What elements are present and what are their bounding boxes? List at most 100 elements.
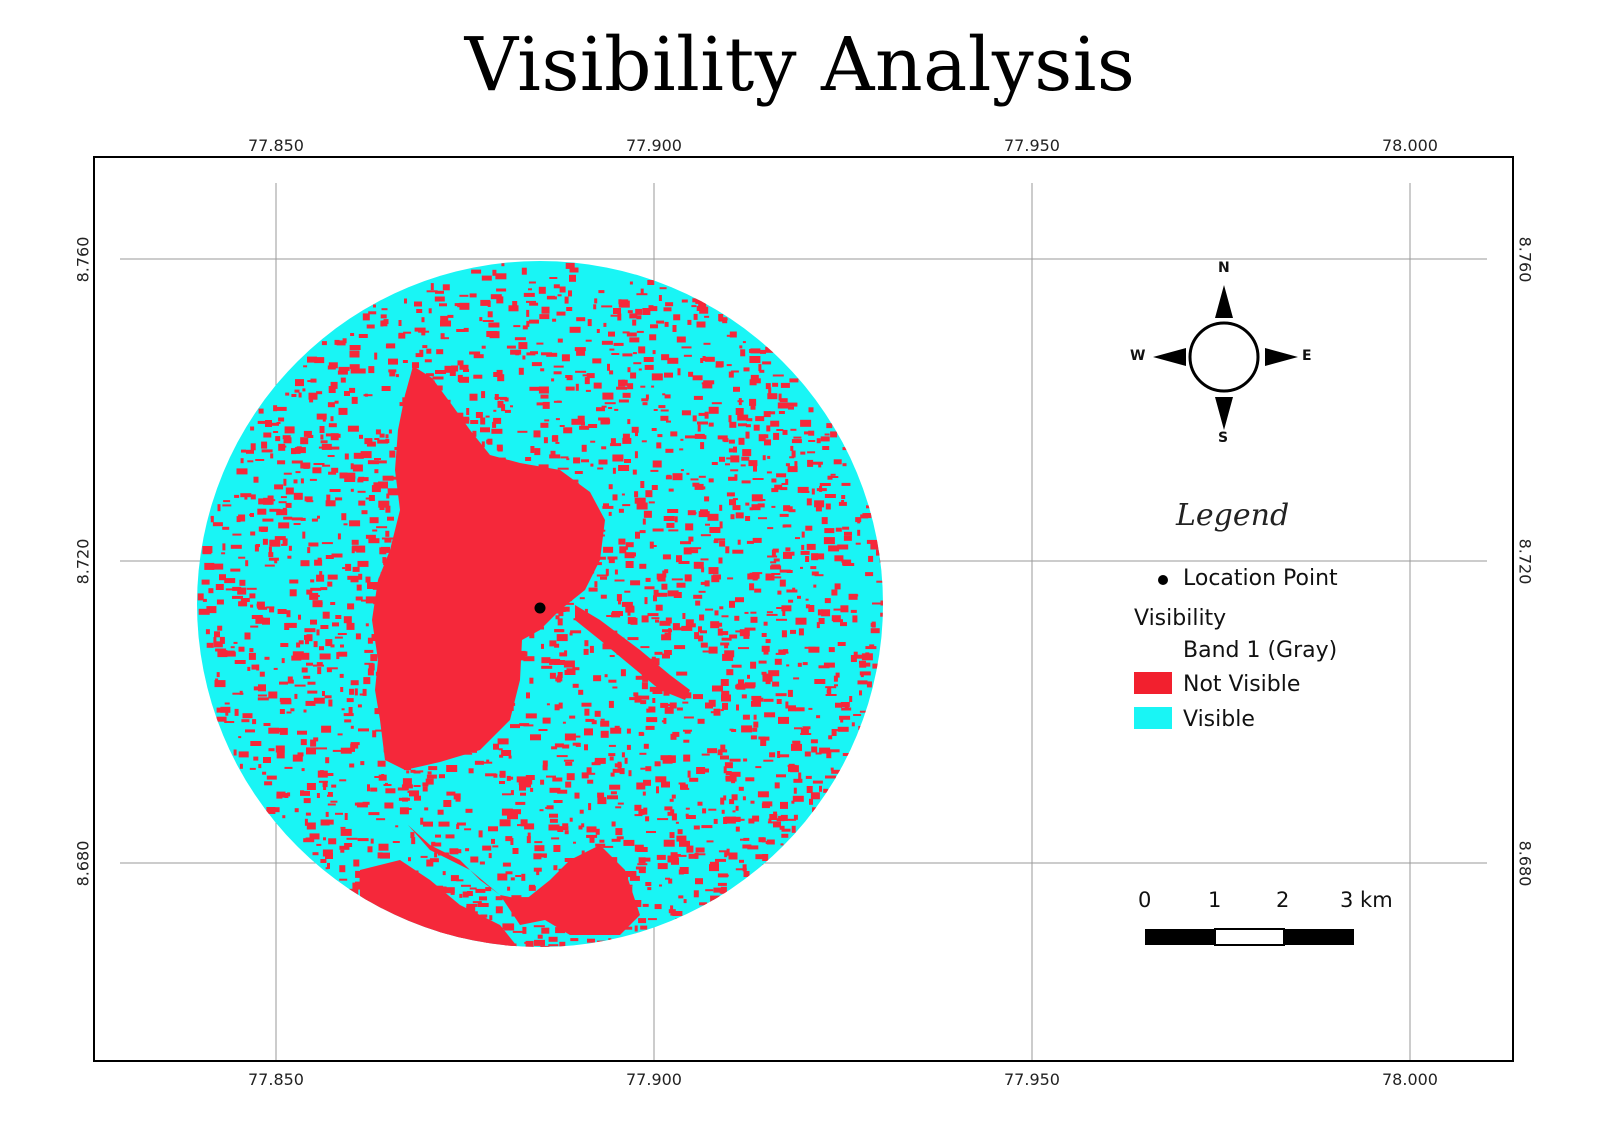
- not-visible-speckle: [778, 716, 789, 724]
- not-visible-speckle: [776, 699, 782, 704]
- not-visible-speckle: [581, 850, 585, 855]
- not-visible-speckle: [346, 619, 350, 626]
- not-visible-speckle: [697, 718, 705, 724]
- not-visible-speckle: [767, 527, 774, 530]
- not-visible-speckle: [600, 576, 607, 580]
- not-visible-speckle: [817, 609, 823, 616]
- not-visible-speckle: [564, 830, 569, 835]
- not-visible-speckle: [325, 555, 334, 559]
- not-visible-speckle: [612, 768, 624, 773]
- not-visible-speckle: [811, 746, 818, 753]
- not-visible-speckle: [597, 792, 605, 798]
- not-visible-speckle: [659, 884, 662, 887]
- not-visible-speckle: [797, 595, 801, 599]
- not-visible-speckle: [735, 868, 747, 871]
- not-visible-speckle: [840, 702, 850, 707]
- not-visible-speckle: [708, 567, 719, 575]
- not-visible-speckle: [681, 410, 691, 416]
- not-visible-speckle: [342, 567, 346, 570]
- not-visible-speckle: [534, 841, 543, 844]
- not-visible-speckle: [238, 556, 246, 559]
- not-visible-speckle: [586, 835, 593, 838]
- not-visible-speckle: [614, 725, 620, 729]
- not-visible-speckle: [559, 286, 566, 293]
- not-visible-speckle: [587, 938, 595, 943]
- tick-top-x2: 77.950: [1004, 136, 1060, 155]
- not-visible-speckle: [741, 725, 753, 733]
- not-visible-speckle: [568, 290, 572, 297]
- not-visible-speckle: [668, 488, 674, 492]
- not-visible-speckle: [724, 644, 729, 649]
- not-visible-speckle: [556, 755, 568, 758]
- not-visible-speckle: [340, 828, 352, 836]
- not-visible-speckle: [344, 476, 356, 482]
- not-visible-speckle: [738, 647, 749, 650]
- not-visible-speckle: [712, 685, 723, 692]
- not-visible-speckle: [293, 492, 303, 500]
- not-visible-speckle: [232, 533, 242, 536]
- not-visible-speckle: [472, 901, 482, 904]
- not-visible-speckle: [307, 681, 316, 685]
- not-visible-speckle: [811, 571, 819, 576]
- not-visible-speckle: [769, 411, 776, 415]
- not-visible-speckle: [618, 538, 626, 545]
- not-visible-speckle: [297, 730, 307, 735]
- not-visible-speckle: [669, 702, 677, 709]
- not-visible-speckle: [475, 412, 483, 418]
- not-visible-speckle: [793, 778, 803, 783]
- not-visible-speckle: [841, 707, 852, 711]
- not-visible-speckle: [640, 925, 648, 930]
- not-visible-speckle: [831, 769, 843, 774]
- not-visible-speckle: [733, 446, 737, 453]
- not-visible-speckle: [849, 696, 853, 702]
- not-visible-speckle: [522, 926, 527, 934]
- not-visible-speckle: [665, 448, 674, 453]
- not-visible-speckle: [771, 549, 776, 557]
- not-visible-speckle: [764, 439, 771, 446]
- not-visible-speckle: [328, 838, 337, 845]
- not-visible-speckle: [525, 778, 533, 785]
- not-visible-speckle: [247, 460, 254, 463]
- not-visible-speckle: [719, 891, 731, 894]
- not-visible-speckle: [656, 573, 665, 580]
- not-visible-speckle: [870, 628, 880, 634]
- not-visible-speckle: [263, 723, 271, 726]
- not-visible-speckle: [521, 267, 527, 275]
- not-visible-speckle: [750, 374, 759, 380]
- not-visible-speckle: [575, 383, 579, 391]
- not-visible-speckle: [545, 806, 554, 809]
- not-visible-speckle: [410, 769, 416, 773]
- not-visible-speckle: [325, 433, 335, 437]
- not-visible-speckle: [358, 334, 368, 338]
- not-visible-speckle: [676, 835, 687, 842]
- not-visible-speckle: [279, 709, 285, 714]
- not-visible-speckle: [546, 703, 550, 706]
- not-visible-speckle: [610, 438, 616, 446]
- not-visible-speckle: [700, 630, 707, 634]
- not-visible-speckle: [422, 345, 428, 349]
- not-visible-speckle: [708, 478, 714, 483]
- not-visible-speckle: [598, 417, 605, 421]
- not-visible-speckle: [256, 664, 260, 671]
- not-visible-speckle: [250, 531, 256, 536]
- not-visible-speckle: [735, 630, 742, 633]
- not-visible-speckle: [649, 334, 657, 341]
- not-visible-speckle: [324, 695, 332, 699]
- not-visible-speckle: [365, 497, 371, 500]
- not-visible-speckle: [596, 407, 605, 412]
- not-visible-speckle: [540, 422, 549, 428]
- not-visible-speckle: [665, 302, 674, 307]
- legend-item-visible: Visible: [1183, 707, 1255, 732]
- not-visible-speckle: [650, 324, 658, 329]
- not-visible-speckle: [805, 598, 809, 601]
- not-visible-speckle: [584, 708, 590, 716]
- not-visible-speckle: [522, 325, 528, 330]
- not-visible-speckle: [283, 472, 292, 475]
- not-visible-speckle: [787, 466, 798, 473]
- not-visible-speckle: [510, 809, 521, 815]
- not-visible-speckle: [555, 615, 560, 620]
- not-visible-speckle: [816, 715, 821, 719]
- not-visible-speckle: [538, 286, 546, 294]
- not-visible-speckle: [805, 775, 812, 779]
- not-visible-speckle: [708, 808, 717, 811]
